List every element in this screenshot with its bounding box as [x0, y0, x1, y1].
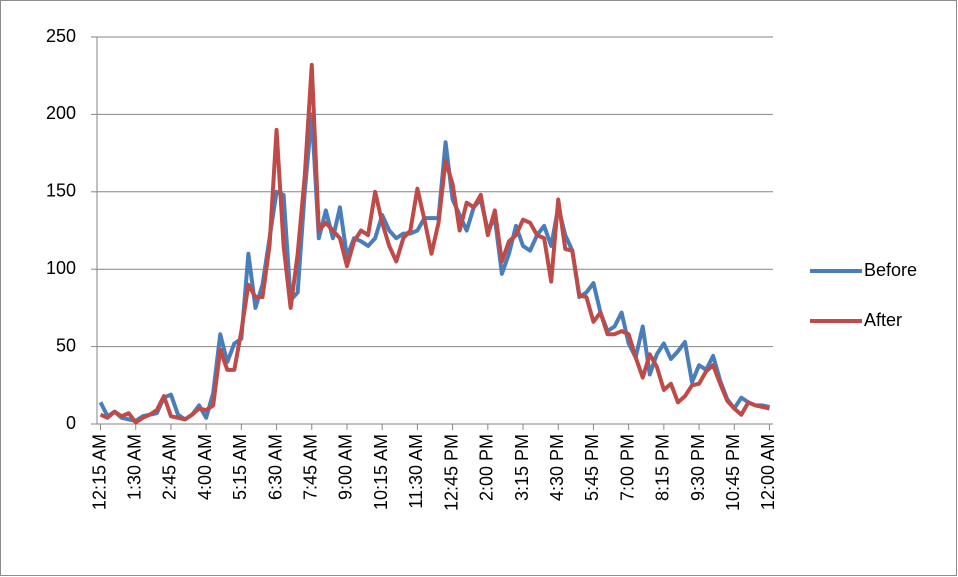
x-tick-label: 12:00 AM [758, 434, 778, 510]
legend-label: Before [864, 260, 917, 280]
x-tick-label: 7:45 AM [301, 434, 321, 500]
x-tick-label: 4:00 AM [195, 434, 215, 500]
x-tick-label: 8:15 PM [653, 434, 673, 501]
series-line [98, 112, 770, 423]
legend-label: After [864, 310, 902, 330]
x-tick-label: 9:30 PM [688, 434, 708, 501]
x-tick-label: 12:15 AM [89, 434, 109, 510]
x-tick-label: 9:00 AM [336, 434, 356, 500]
x-tick-label: 11:30 AM [406, 434, 426, 509]
y-tick-label: 150 [46, 181, 76, 201]
x-tick-label: 1:30 AM [124, 434, 144, 500]
x-tick-label: 12:45 PM [441, 434, 461, 511]
x-tick-label: 4:30 PM [547, 434, 567, 501]
y-tick-label: 200 [46, 103, 76, 123]
y-tick-label: 250 [46, 26, 76, 46]
x-tick-label: 5:45 PM [582, 434, 602, 501]
x-tick-label: 2:45 AM [160, 434, 180, 500]
series-line [99, 62, 770, 425]
x-tick-label: 2:00 PM [477, 434, 497, 501]
x-tick-label: 6:30 AM [265, 434, 285, 500]
x-tick-label: 7:00 PM [617, 434, 637, 501]
y-tick-label: 0 [66, 413, 76, 433]
y-tick-label: 100 [46, 258, 76, 278]
y-tick-label: 50 [56, 335, 76, 355]
x-tick-label: 3:15 PM [512, 434, 532, 501]
x-tick-label: 10:45 PM [723, 434, 743, 511]
x-tick-label: 10:15 AM [371, 434, 391, 510]
x-tick-label: 5:15 AM [230, 434, 250, 500]
